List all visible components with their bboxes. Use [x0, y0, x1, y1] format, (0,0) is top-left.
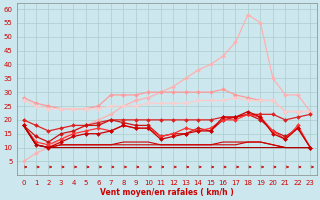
X-axis label: Vent moyen/en rafales ( km/h ): Vent moyen/en rafales ( km/h ) [100, 188, 234, 197]
